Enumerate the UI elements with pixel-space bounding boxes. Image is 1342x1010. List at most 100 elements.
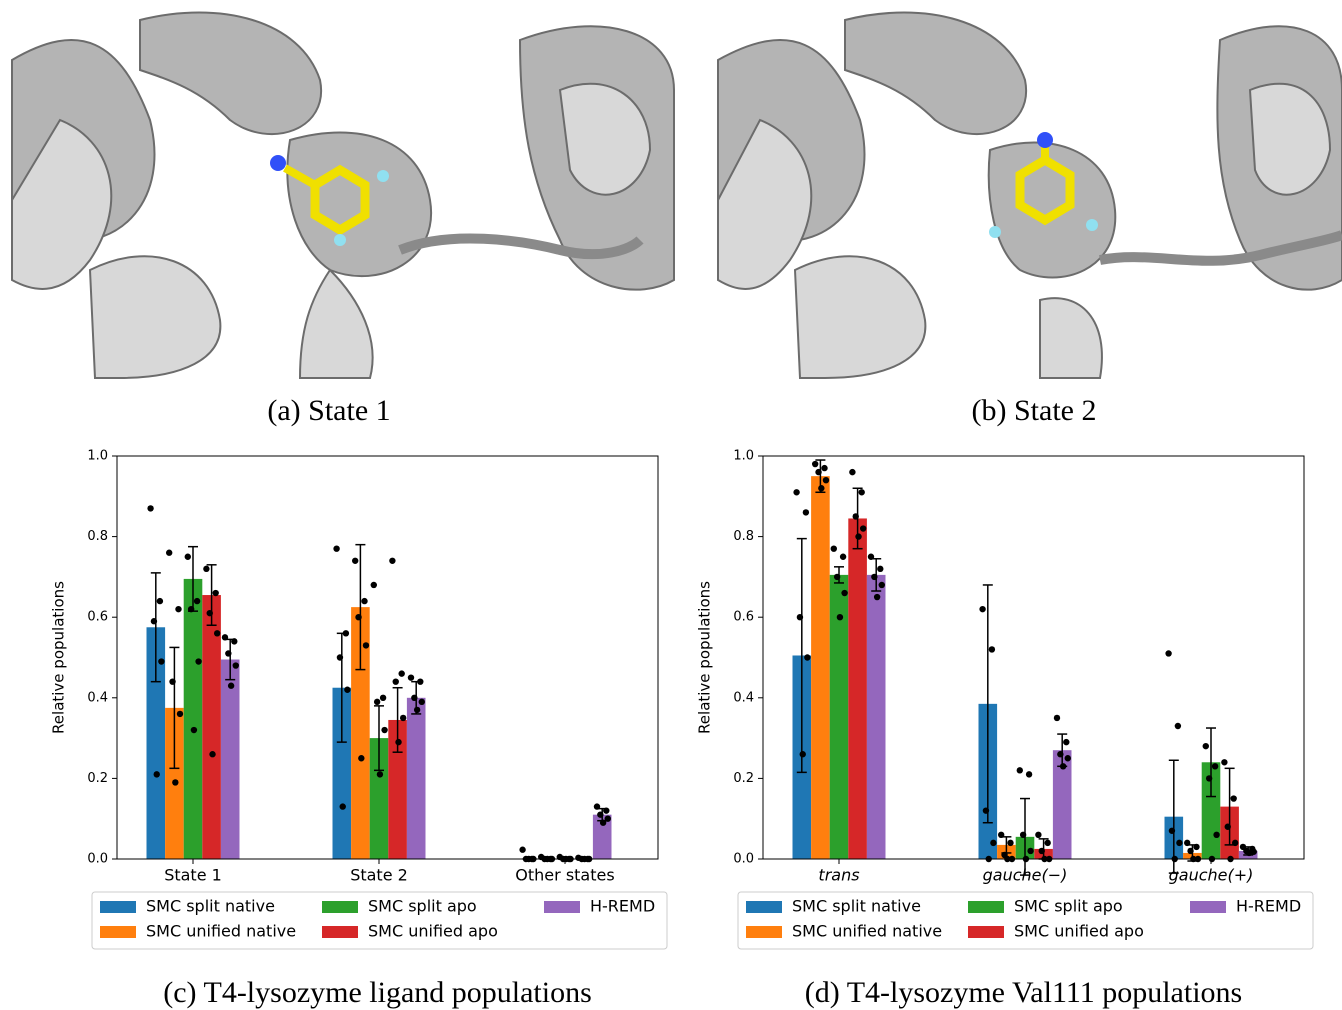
- replicate-point: [191, 727, 197, 733]
- protein-image-a: [12, 13, 674, 379]
- replicate-point: [228, 683, 234, 689]
- replicate-point: [147, 505, 153, 511]
- legend-label: SMC unified apo: [1014, 922, 1144, 941]
- replicate-point: [1212, 763, 1218, 769]
- replicate-point: [1044, 840, 1050, 846]
- replicate-point: [818, 485, 824, 491]
- protein-image-b: [718, 13, 1342, 379]
- bar: [407, 698, 426, 859]
- legend-label: SMC split apo: [368, 897, 477, 916]
- legend-label: SMC split native: [146, 897, 275, 916]
- legend-swatch: [746, 901, 782, 913]
- x-tick-label: State 1: [164, 866, 222, 885]
- replicate-point: [411, 695, 417, 701]
- y-tick-label: 0.6: [87, 610, 108, 625]
- replicate-point: [1193, 844, 1199, 850]
- y-tick-label: 0.4: [87, 690, 108, 705]
- replicate-point: [1007, 840, 1013, 846]
- replicate-point: [849, 469, 855, 475]
- replicate-point: [380, 695, 386, 701]
- bar: [184, 579, 203, 859]
- replicate-point: [154, 771, 160, 777]
- replicate-point: [166, 550, 172, 556]
- y-tick-label: 0.2: [87, 771, 108, 786]
- replicate-point: [1169, 828, 1175, 834]
- replicate-point: [1026, 771, 1032, 777]
- replicate-point: [361, 598, 367, 604]
- replicate-point: [804, 654, 810, 660]
- y-tick-label: 0.8: [733, 529, 754, 544]
- replicate-point: [333, 545, 339, 551]
- replicate-point: [823, 477, 829, 483]
- replicate-point: [979, 606, 985, 612]
- legend-label: SMC split native: [792, 897, 921, 916]
- caption: (a) State 1: [267, 394, 390, 427]
- replicate-point: [158, 658, 164, 664]
- replicate-point: [1017, 767, 1023, 773]
- y-tick-label: 0.6: [733, 610, 754, 625]
- replicate-point: [1039, 848, 1045, 854]
- replicate-point: [821, 465, 827, 471]
- replicate-point: [874, 594, 880, 600]
- legend-swatch: [544, 901, 580, 913]
- replicate-point: [597, 811, 603, 817]
- replicate-point: [1065, 755, 1071, 761]
- replicate-point: [989, 646, 995, 652]
- bar: [848, 518, 867, 859]
- y-axis-label: Relative populations: [50, 581, 68, 734]
- x-tick-label: Other states: [515, 866, 614, 885]
- replicate-point: [831, 545, 837, 551]
- replicate-point: [400, 715, 406, 721]
- legend-label: H-REMD: [1236, 897, 1301, 916]
- replicate-point: [340, 803, 346, 809]
- replicate-point: [389, 558, 395, 564]
- legend-label: SMC unified native: [792, 922, 942, 941]
- replicate-point: [594, 803, 600, 809]
- x-tick-label: trans: [818, 866, 859, 885]
- replicate-point: [408, 674, 414, 680]
- replicate-point: [879, 582, 885, 588]
- replicate-point: [374, 699, 380, 705]
- replicate-point: [793, 489, 799, 495]
- legend-swatch: [100, 926, 136, 938]
- replicate-point: [377, 771, 383, 777]
- legend-swatch: [968, 901, 1004, 913]
- replicate-point: [1184, 840, 1190, 846]
- replicate-point: [1035, 832, 1041, 838]
- replicate-point: [853, 513, 859, 519]
- replicate-point: [800, 751, 806, 757]
- replicate-point: [231, 638, 237, 644]
- replicate-point: [600, 820, 606, 826]
- legend-label: SMC unified native: [146, 922, 296, 941]
- replicate-point: [212, 590, 218, 596]
- replicate-point: [203, 566, 209, 572]
- replicate-point: [840, 554, 846, 560]
- replicate-point: [1057, 751, 1063, 757]
- legend-label: SMC split apo: [1014, 897, 1123, 916]
- replicate-point: [337, 654, 343, 660]
- replicate-point: [998, 832, 1004, 838]
- replicate-point: [1063, 739, 1069, 745]
- x-tick-label: State 2: [350, 866, 408, 885]
- replicate-point: [233, 662, 239, 668]
- caption: (b) State 2: [972, 394, 1097, 427]
- y-tick-label: 1.0: [733, 449, 754, 464]
- legend-label: H-REMD: [590, 897, 655, 916]
- y-tick-label: 1.0: [87, 449, 108, 464]
- replicate-point: [188, 606, 194, 612]
- replicate-point: [414, 707, 420, 713]
- caption: (d) T4-lysozyme Val111 populations: [805, 976, 1242, 1009]
- replicate-point: [1246, 850, 1252, 856]
- y-tick-label: 0.0: [733, 852, 754, 867]
- legend-swatch: [746, 926, 782, 938]
- figure: (a) State 1 (b) State 2 0.0 0.2 0.4 0.6 0.8 1…: [0, 0, 1342, 1010]
- replicate-point: [381, 727, 387, 733]
- caption: (c) T4-lysozyme ligand populations: [163, 976, 592, 1009]
- y-tick-label: 0.8: [87, 529, 108, 544]
- replicate-point: [815, 469, 821, 475]
- replicate-point: [343, 630, 349, 636]
- replicate-point: [1230, 795, 1236, 801]
- bar: [221, 660, 240, 859]
- replicate-point: [519, 847, 525, 853]
- bar: [867, 575, 886, 859]
